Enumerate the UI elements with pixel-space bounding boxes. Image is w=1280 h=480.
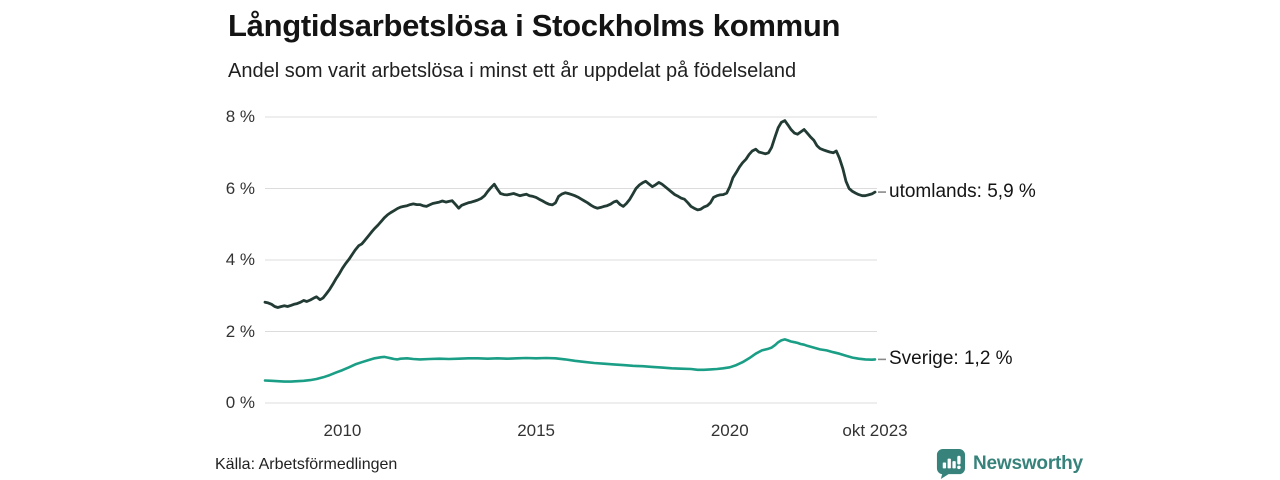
newsworthy-wordmark: Newsworthy	[973, 452, 1083, 474]
series-line-sverige	[263, 338, 877, 383]
x-tick-label: 2015	[517, 421, 556, 440]
newsworthy-brand[interactable]: Newsworthy	[935, 448, 1083, 479]
series-line-utomlands	[263, 119, 877, 309]
series-end-label-sverige: Sverige: 1,2 %	[889, 348, 1013, 370]
chart-title: Långtidsarbetslösa i Stockholms kommun	[228, 8, 841, 43]
y-tick-label: 6 %	[225, 178, 255, 198]
newsworthy-logo-icon	[935, 448, 966, 479]
y-tick-label: 8 %	[225, 107, 255, 126]
source-note: Källa: Arbetsförmedlingen	[215, 456, 398, 473]
chart-subtitle: Andel som varit arbetslösa i minst ett å…	[228, 60, 797, 82]
series-end-label-utomlands: utomlands: 5,9 %	[889, 181, 1036, 203]
x-tick-label: 2020	[710, 421, 749, 440]
y-tick-label: 2 %	[225, 321, 255, 341]
y-tick-label: 0 %	[225, 393, 255, 412]
x-tick-label: 2010	[323, 421, 362, 440]
y-tick-label: 4 %	[225, 250, 255, 269]
x-tick-label: okt 2023	[842, 421, 908, 440]
